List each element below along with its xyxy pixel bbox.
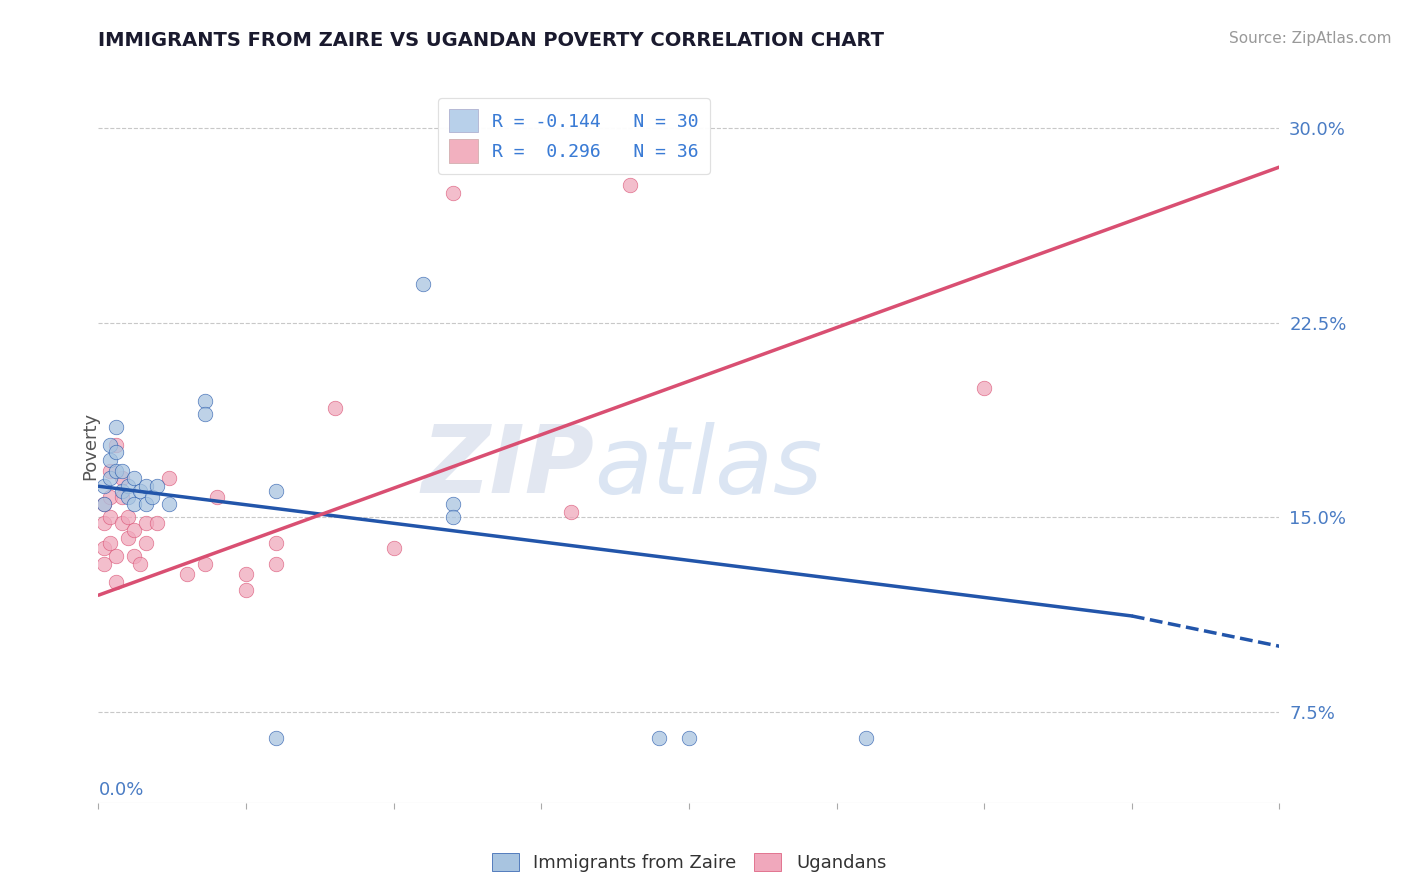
Point <box>111 490 134 504</box>
Point <box>648 731 671 745</box>
Point <box>98 438 121 452</box>
Point <box>441 510 464 524</box>
Point <box>135 516 157 530</box>
Point <box>122 549 145 564</box>
Point <box>117 479 139 493</box>
Point <box>146 516 169 530</box>
Point <box>111 471 134 485</box>
Point <box>157 471 180 485</box>
Point <box>122 471 145 485</box>
Text: ZIP: ZIP <box>422 421 595 514</box>
Point <box>93 497 115 511</box>
Point <box>264 536 287 550</box>
Point <box>235 582 257 597</box>
Point <box>441 186 464 200</box>
Point <box>93 516 115 530</box>
Point <box>105 445 128 459</box>
Point <box>146 479 169 493</box>
Point <box>264 484 287 499</box>
Point <box>382 541 405 556</box>
Point <box>98 464 121 478</box>
Point <box>122 524 145 538</box>
Point <box>560 505 582 519</box>
Text: atlas: atlas <box>595 422 823 513</box>
Point <box>111 464 134 478</box>
Point <box>117 510 139 524</box>
Point <box>176 567 198 582</box>
Point <box>157 497 180 511</box>
Point <box>105 419 128 434</box>
Point <box>128 557 150 571</box>
Text: IMMIGRANTS FROM ZAIRE VS UGANDAN POVERTY CORRELATION CHART: IMMIGRANTS FROM ZAIRE VS UGANDAN POVERTY… <box>98 31 884 50</box>
Point <box>135 497 157 511</box>
Point <box>111 484 134 499</box>
Point <box>194 393 217 408</box>
Point <box>105 575 128 590</box>
Point <box>98 453 121 467</box>
Point <box>122 497 145 511</box>
Point <box>855 731 877 745</box>
Point <box>323 401 346 416</box>
Point <box>117 531 139 545</box>
Point <box>117 490 139 504</box>
Point <box>135 536 157 550</box>
Point <box>678 731 700 745</box>
Point <box>128 484 150 499</box>
Point <box>235 567 257 582</box>
Point <box>98 510 121 524</box>
Point <box>111 516 134 530</box>
Point <box>98 490 121 504</box>
Point <box>194 407 217 421</box>
Point <box>973 381 995 395</box>
Point <box>205 490 228 504</box>
Text: Source: ZipAtlas.com: Source: ZipAtlas.com <box>1229 31 1392 46</box>
Point <box>412 277 434 291</box>
Point <box>141 490 163 504</box>
Point <box>98 471 121 485</box>
Text: 0.0%: 0.0% <box>98 781 143 799</box>
Point <box>93 557 115 571</box>
Point <box>93 541 115 556</box>
Point <box>105 438 128 452</box>
Point <box>441 497 464 511</box>
Legend: R = -0.144   N = 30, R =  0.296   N = 36: R = -0.144 N = 30, R = 0.296 N = 36 <box>439 98 710 174</box>
Point <box>135 479 157 493</box>
Point <box>194 557 217 571</box>
Point <box>264 557 287 571</box>
Point <box>264 731 287 745</box>
Y-axis label: Poverty: Poverty <box>82 412 98 480</box>
Point <box>98 536 121 550</box>
Point <box>619 178 641 193</box>
Point <box>93 479 115 493</box>
Point <box>105 549 128 564</box>
Point <box>93 497 115 511</box>
Point <box>105 464 128 478</box>
